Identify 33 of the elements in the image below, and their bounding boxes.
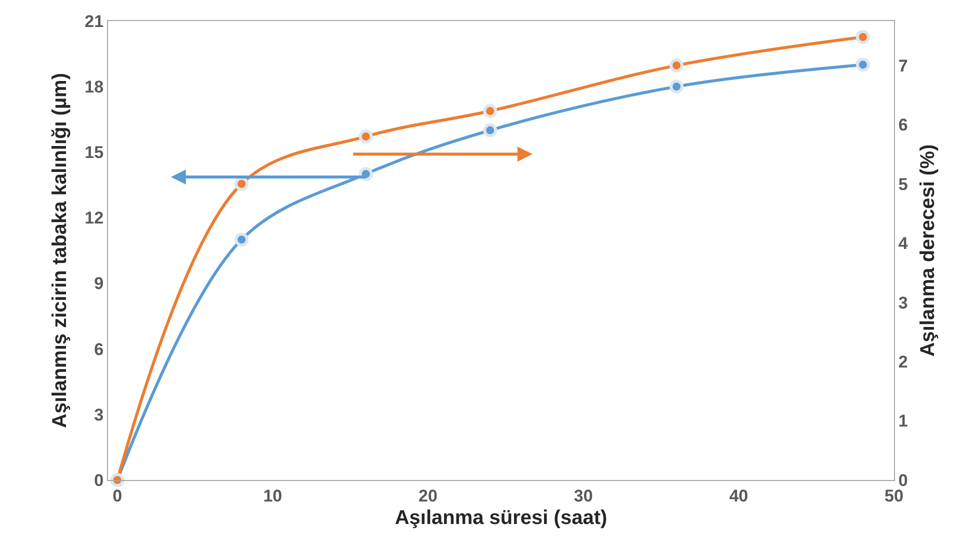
y-tick-label: 6 xyxy=(94,340,104,359)
y2-axis-title: Aşılanma derecesi (%) xyxy=(916,144,939,357)
x-tick-label: 40 xyxy=(729,486,748,506)
x-tick-label: 0 xyxy=(112,486,122,506)
point xyxy=(358,167,373,181)
point xyxy=(670,58,684,72)
x-axis-title: Aşılanma süresi (saat) xyxy=(394,506,608,529)
point xyxy=(234,176,249,191)
y2-tick-label: 3 xyxy=(898,293,908,312)
point xyxy=(856,58,870,72)
point xyxy=(483,123,498,138)
y-tick-label: 9 xyxy=(94,274,104,294)
y2-tick-label: 6 xyxy=(898,116,908,135)
y-tick-label: 12 xyxy=(84,208,104,228)
x-tick-label: 10 xyxy=(263,486,282,506)
point xyxy=(856,30,870,44)
point xyxy=(670,80,684,94)
y-tick-label: 15 xyxy=(84,143,104,162)
y-tick-label: 21 xyxy=(84,12,104,31)
y2-tick-label: 2 xyxy=(898,352,908,372)
y2-tick-label: 1 xyxy=(898,412,908,431)
y-tick-label: 0 xyxy=(94,470,104,490)
x-tick-label: 30 xyxy=(574,486,593,506)
x-tick-label: 20 xyxy=(418,486,438,506)
y-axis-title: Aşılanmış zicirin tabaka kalınlığı (µm) xyxy=(49,73,72,428)
point xyxy=(234,232,249,247)
y2-tick-label: 4 xyxy=(898,234,908,254)
y-tick-label: 18 xyxy=(84,78,104,97)
y-tick-label: 3 xyxy=(94,405,104,424)
point xyxy=(358,129,373,144)
point xyxy=(483,104,498,118)
y2-tick-label: 7 xyxy=(898,56,908,76)
y2-tick-label: 5 xyxy=(898,174,908,194)
